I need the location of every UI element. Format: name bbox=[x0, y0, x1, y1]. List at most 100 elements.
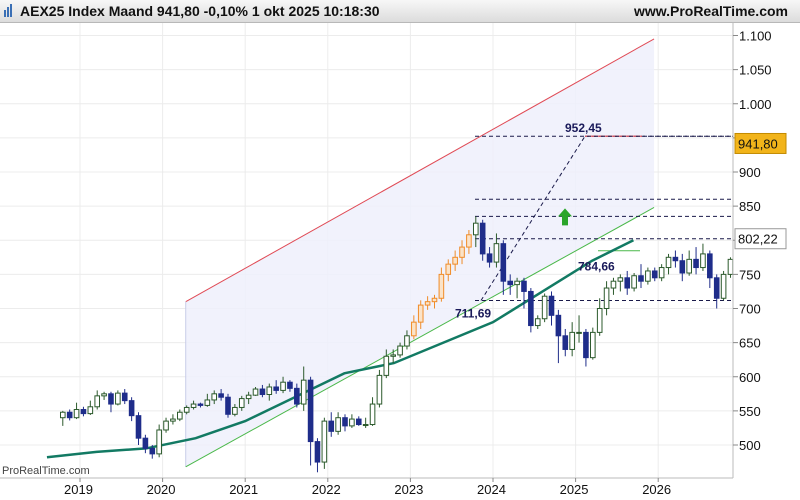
candle-body bbox=[328, 420, 335, 432]
candle-body bbox=[631, 275, 637, 289]
candle-body bbox=[197, 403, 204, 406]
candle-body bbox=[541, 295, 548, 320]
y-axis-panel bbox=[733, 23, 800, 478]
candle-body bbox=[521, 280, 527, 292]
channel-top-line bbox=[185, 38, 655, 303]
chart-title: AEX25 Index Maand 941,80 -0,10% 1 okt 20… bbox=[20, 3, 380, 19]
candle-body bbox=[603, 287, 610, 309]
candle-body bbox=[170, 418, 176, 422]
candle-body bbox=[163, 420, 169, 431]
candle-body bbox=[397, 345, 403, 356]
candle-body bbox=[94, 395, 101, 408]
candle-body bbox=[617, 277, 624, 282]
candle-body bbox=[369, 403, 376, 426]
candle-body bbox=[259, 388, 266, 395]
candle-body bbox=[300, 379, 307, 405]
y-tick-label: 1.000 bbox=[739, 97, 772, 112]
candle-body bbox=[80, 409, 87, 415]
candle-body bbox=[252, 388, 259, 396]
candle-body bbox=[411, 321, 417, 337]
candle-body bbox=[472, 222, 479, 236]
candle-body bbox=[507, 280, 514, 286]
x-tick-label: 2019 bbox=[64, 482, 93, 497]
candle-body bbox=[66, 411, 73, 419]
x-tick-label: 2021 bbox=[229, 482, 258, 497]
candle-body bbox=[493, 243, 500, 263]
candle-body bbox=[693, 258, 699, 269]
x-tick-label: 2024 bbox=[477, 482, 506, 497]
candle-body bbox=[314, 441, 321, 463]
candle-body bbox=[218, 393, 224, 398]
candle-body bbox=[679, 260, 686, 274]
candle-body bbox=[335, 417, 341, 432]
candle-body bbox=[376, 374, 383, 405]
annotation-high: 952,45 bbox=[565, 121, 602, 135]
price-badge-label: 941,80 bbox=[738, 136, 778, 151]
candle-body bbox=[287, 381, 293, 389]
candle-body bbox=[183, 406, 190, 413]
y-tick-label: 900 bbox=[739, 165, 761, 180]
candle-body bbox=[590, 331, 596, 359]
level-price-badge bbox=[734, 228, 787, 250]
candle-body bbox=[479, 222, 486, 255]
candle-body bbox=[245, 394, 252, 400]
y-tick-label: 600 bbox=[739, 370, 761, 385]
y-tick-label: 750 bbox=[739, 267, 761, 282]
candle-body bbox=[466, 234, 472, 248]
candle-body bbox=[238, 398, 245, 408]
x-tick-label: 2020 bbox=[147, 482, 176, 497]
candle-body bbox=[204, 399, 211, 406]
chart-header: AEX25 Index Maand 941,80 -0,10% 1 okt 20… bbox=[0, 0, 800, 23]
candle-body bbox=[720, 273, 727, 299]
candle-body bbox=[128, 400, 135, 417]
y-tick-label: 1.050 bbox=[739, 63, 772, 78]
x-tick-label: 2023 bbox=[394, 482, 423, 497]
candle-body bbox=[362, 424, 369, 427]
trend-connector bbox=[480, 135, 586, 301]
candle-body bbox=[672, 256, 679, 262]
candle-body bbox=[514, 280, 520, 286]
candle-body bbox=[610, 280, 617, 289]
candle-body bbox=[87, 406, 94, 415]
candle-body bbox=[431, 297, 438, 303]
candle-body bbox=[624, 277, 631, 289]
candle-body bbox=[211, 393, 218, 401]
candle-body bbox=[142, 437, 149, 449]
candle-body bbox=[534, 318, 541, 327]
candle-body bbox=[555, 314, 562, 337]
candle-body bbox=[342, 417, 348, 427]
candle-body bbox=[459, 246, 465, 258]
candle-body bbox=[576, 331, 582, 334]
candle-body bbox=[177, 411, 183, 420]
watermark-label: ProRealTime.com bbox=[2, 465, 90, 477]
candle-body bbox=[156, 429, 162, 455]
candle-body bbox=[232, 406, 238, 415]
candle-body bbox=[404, 335, 410, 347]
candle-body bbox=[638, 275, 644, 282]
prorealtime-logo-icon bbox=[4, 4, 12, 17]
candle-body bbox=[686, 258, 692, 274]
candle-body bbox=[355, 418, 362, 426]
candle-body bbox=[135, 415, 142, 439]
candle-body bbox=[190, 403, 197, 408]
candle-body bbox=[280, 381, 286, 391]
candle-body bbox=[562, 335, 569, 350]
candle-body bbox=[452, 256, 458, 265]
candle-body bbox=[645, 270, 651, 282]
candle-body bbox=[383, 355, 390, 376]
candle-body bbox=[569, 331, 575, 350]
candle-body bbox=[445, 263, 452, 275]
y-tick-label: 650 bbox=[739, 336, 761, 351]
y-tick-label: 550 bbox=[739, 404, 761, 419]
candle-body bbox=[390, 354, 396, 357]
price-badge-label: 802,22 bbox=[738, 232, 778, 247]
channel-bottom-line bbox=[185, 207, 655, 468]
y-tick-label: 700 bbox=[739, 302, 761, 317]
candle-body bbox=[528, 290, 534, 327]
y-axis: 1.1001.0501.0009509008508007507006506005… bbox=[732, 23, 800, 478]
candle-body bbox=[149, 447, 156, 455]
candle-body bbox=[665, 256, 672, 269]
candle-body bbox=[651, 270, 658, 279]
candle-body bbox=[115, 392, 121, 405]
